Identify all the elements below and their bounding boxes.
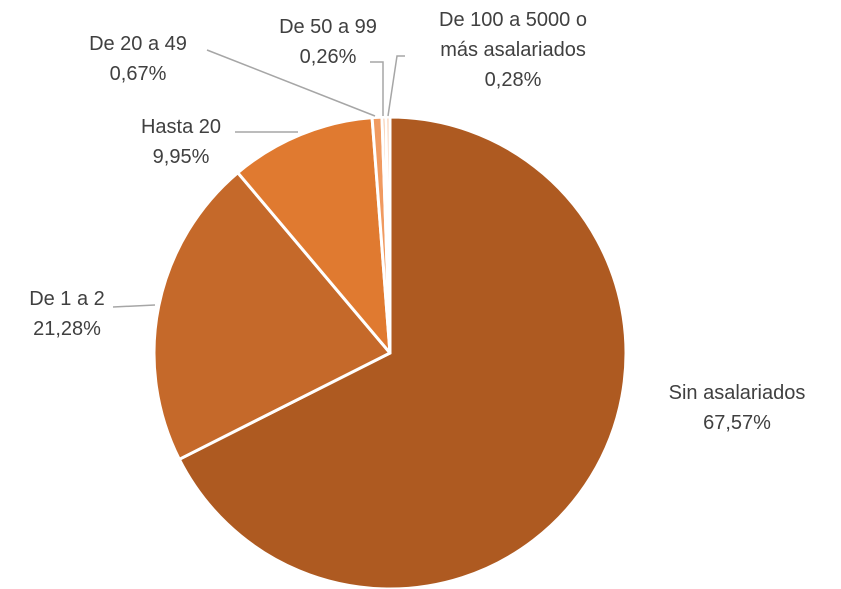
data-label: De 50 a 99 0,26%	[258, 12, 398, 72]
pie-slice	[236, 116, 392, 355]
leader-line	[112, 304, 156, 308]
value-label: 0,28%	[484, 69, 542, 91]
pie-slice	[152, 171, 392, 461]
data-label: De 1 a 2 21,28%	[7, 284, 127, 344]
category-label: Sin asalariados	[668, 382, 806, 404]
category-label: De 100 a 5000 o más asalariados	[439, 9, 587, 61]
category-label: Hasta 20	[140, 116, 222, 138]
leader-line	[370, 61, 384, 116]
leader-line	[206, 49, 376, 117]
value-label: 0,26%	[299, 46, 357, 68]
value-label: 0,67%	[109, 63, 167, 85]
value-label: 67,57%	[703, 412, 771, 434]
category-label: De 1 a 2	[29, 288, 105, 310]
pie-slice	[177, 115, 628, 589]
data-label: De 20 a 49 0,67%	[58, 29, 218, 89]
category-label: De 50 a 99	[279, 16, 377, 38]
data-label: Hasta 20 9,95%	[111, 112, 251, 172]
value-label: 21,28%	[33, 318, 101, 340]
data-label: De 100 a 5000 o más asalariados 0,28%	[423, 5, 603, 95]
leader-line	[387, 55, 405, 117]
category-label: De 20 a 49	[89, 33, 187, 55]
data-label: Sin asalariados 67,57%	[627, 378, 841, 438]
value-label: 9,95%	[152, 146, 210, 168]
pie-slice	[384, 115, 392, 355]
